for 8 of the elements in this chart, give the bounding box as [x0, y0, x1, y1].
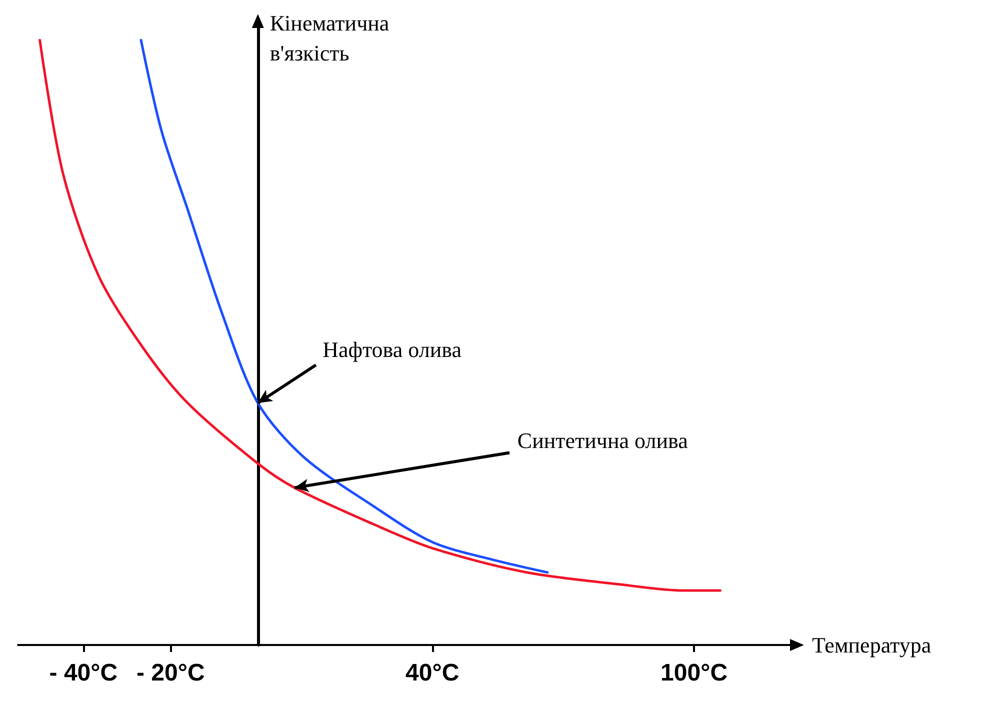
- x-tick-label: 40°C: [406, 660, 460, 686]
- annotation: Синтетична олива: [517, 428, 688, 453]
- annotation: Нафтова олива: [322, 337, 462, 362]
- x-tick-label: 100°C: [660, 660, 728, 686]
- y-axis-title: Кінематична в'язкість: [270, 10, 390, 66]
- x-tick-label: - 20°C: [136, 660, 205, 686]
- x-axis-title: Температура: [812, 632, 932, 658]
- x-tick-label: - 40°C: [49, 660, 118, 686]
